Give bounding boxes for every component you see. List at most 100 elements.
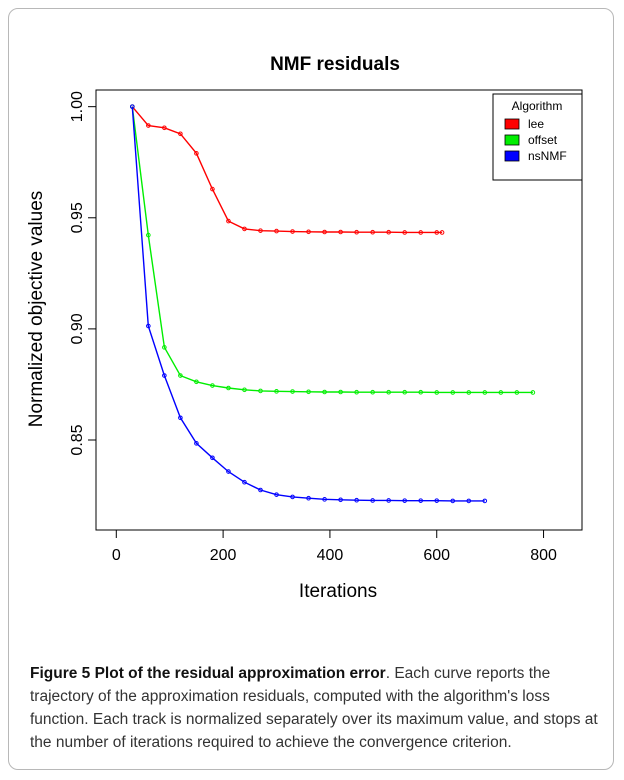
caption-body: . Each curve reports the trajectory of t… bbox=[30, 665, 598, 751]
data-point-offset bbox=[530, 390, 536, 395]
series-nsNMF bbox=[130, 104, 488, 504]
data-point-offset bbox=[418, 389, 424, 395]
data-point-nsNMF bbox=[370, 498, 375, 503]
data-point-lee bbox=[226, 218, 231, 224]
data-point-nsNMF bbox=[290, 494, 295, 500]
chart-title: NMF residuals bbox=[270, 54, 400, 75]
series-lee bbox=[130, 104, 445, 235]
data-point-nsNMF bbox=[258, 487, 263, 493]
y-axis-label: Normalized objective values bbox=[26, 191, 47, 428]
data-point-offset bbox=[242, 387, 247, 393]
data-point-lee bbox=[418, 230, 424, 235]
data-point-lee bbox=[386, 229, 391, 235]
data-point-lee bbox=[290, 229, 295, 234]
data-point-lee bbox=[306, 229, 311, 235]
data-point-nsNMF bbox=[418, 498, 424, 503]
data-point-offset bbox=[258, 388, 263, 394]
data-point-offset bbox=[178, 373, 183, 378]
x-tick-label-4: 800 bbox=[530, 547, 557, 564]
data-point-lee bbox=[370, 229, 375, 235]
data-point-nsNMF bbox=[482, 498, 488, 504]
y-axis: 0.85 0.90 0.95 1.00 bbox=[69, 91, 96, 456]
data-point-nsNMF bbox=[178, 415, 183, 421]
data-point-offset bbox=[482, 390, 488, 395]
data-point-offset bbox=[306, 389, 311, 395]
x-axis: 0 200 400 600 800 bbox=[112, 530, 557, 564]
data-point-lee bbox=[210, 186, 215, 192]
legend-title: Algorithm bbox=[512, 99, 563, 113]
legend-label-nsNMF: nsNMF bbox=[528, 149, 567, 163]
data-point-offset bbox=[146, 232, 151, 238]
legend-swatch-offset bbox=[504, 134, 520, 146]
data-point-nsNMF bbox=[338, 497, 343, 503]
legend-swatch-nsNMF bbox=[504, 150, 520, 162]
data-point-lee bbox=[439, 230, 445, 235]
data-point-lee bbox=[146, 123, 151, 128]
data-point-lee bbox=[274, 228, 279, 234]
series-line-nsNMF bbox=[131, 106, 485, 502]
data-point-nsNMF bbox=[306, 495, 311, 501]
x-tick-label-2: 400 bbox=[317, 547, 344, 564]
y-tick-label-2: 0.95 bbox=[69, 202, 86, 233]
data-point-nsNMF bbox=[130, 104, 135, 109]
data-point-offset bbox=[402, 389, 407, 395]
data-point-lee bbox=[194, 151, 199, 156]
data-point-nsNMF bbox=[322, 497, 327, 502]
data-point-nsNMF bbox=[450, 498, 456, 504]
data-point-lee bbox=[178, 131, 183, 137]
data-point-lee bbox=[434, 230, 440, 235]
x-tick-label-0: 0 bbox=[112, 547, 121, 564]
series-offset bbox=[130, 104, 536, 395]
data-point-nsNMF bbox=[210, 455, 215, 461]
data-point-nsNMF bbox=[386, 498, 391, 503]
data-point-offset bbox=[450, 390, 456, 395]
data-point-nsNMF bbox=[274, 492, 279, 497]
data-point-offset bbox=[210, 383, 215, 388]
data-point-offset bbox=[466, 390, 472, 395]
legend-label-lee: lee bbox=[528, 117, 544, 131]
y-tick-label-0: 0.85 bbox=[69, 424, 86, 455]
data-point-nsNMF bbox=[162, 373, 167, 378]
y-tick-label-1: 0.90 bbox=[69, 313, 86, 344]
data-point-offset bbox=[322, 389, 327, 395]
data-point-nsNMF bbox=[242, 479, 247, 485]
nmf-residuals-chart: NMF residuals 0 200 400 600 800 0.85 0.90 0.95… bbox=[26, 54, 583, 602]
data-point-offset bbox=[226, 385, 231, 391]
data-point-offset bbox=[386, 389, 391, 395]
data-point-offset bbox=[514, 390, 520, 395]
x-tick-label-1: 200 bbox=[210, 547, 237, 564]
data-point-offset bbox=[370, 389, 375, 395]
series-line-offset bbox=[131, 106, 533, 394]
data-point-nsNMF bbox=[226, 469, 231, 474]
legend-label-offset: offset bbox=[528, 133, 558, 147]
figure-caption: Figure 5 Plot of the residual approximat… bbox=[30, 662, 600, 754]
data-point-lee bbox=[258, 228, 263, 233]
legend-swatch-lee bbox=[504, 118, 520, 130]
data-point-offset bbox=[498, 390, 504, 395]
data-point-nsNMF bbox=[402, 498, 407, 503]
data-point-offset bbox=[434, 390, 440, 395]
series-layer bbox=[130, 104, 536, 504]
x-axis-label: Iterations bbox=[299, 581, 377, 602]
data-point-offset bbox=[354, 389, 359, 395]
data-point-offset bbox=[162, 345, 167, 350]
data-point-nsNMF bbox=[146, 323, 151, 329]
plot-frame bbox=[95, 89, 583, 531]
data-point-nsNMF bbox=[434, 498, 440, 503]
data-point-offset bbox=[290, 389, 295, 394]
data-point-nsNMF bbox=[194, 441, 199, 446]
caption-title: Figure 5 Plot of the residual approximat… bbox=[30, 665, 386, 682]
data-point-nsNMF bbox=[354, 497, 359, 503]
data-point-nsNMF bbox=[466, 498, 472, 504]
x-tick-label-3: 600 bbox=[423, 547, 450, 564]
data-point-offset bbox=[194, 379, 199, 385]
data-point-offset bbox=[338, 389, 343, 395]
y-tick-label-3: 1.00 bbox=[69, 91, 86, 122]
series-line-lee bbox=[131, 106, 443, 234]
legend: Algorithm lee offset nsNMF bbox=[492, 93, 583, 181]
data-point-lee bbox=[242, 226, 247, 232]
data-point-lee bbox=[402, 230, 407, 235]
data-point-lee bbox=[162, 125, 167, 131]
data-point-lee bbox=[322, 229, 327, 235]
data-point-offset bbox=[274, 389, 279, 394]
